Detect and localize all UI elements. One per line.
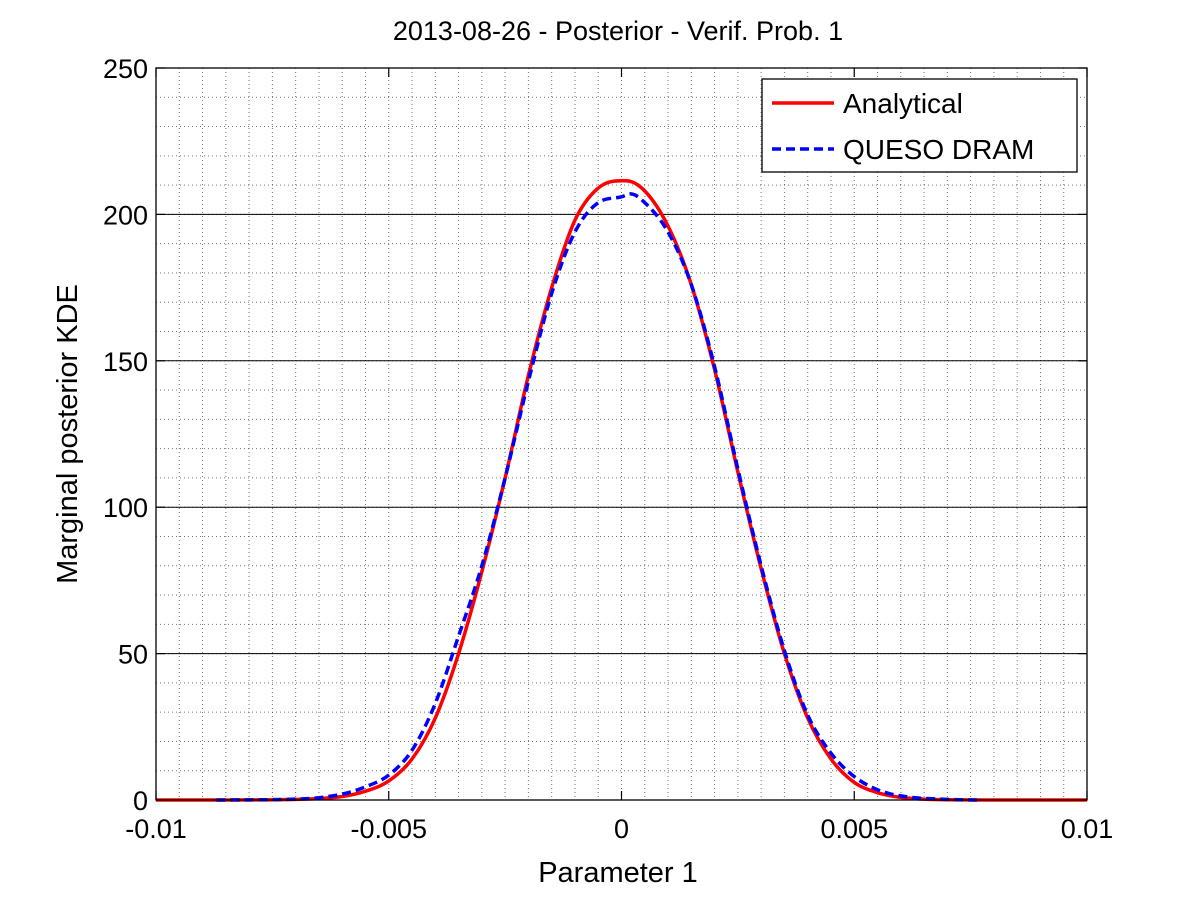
y-tick-label: 250 (103, 54, 148, 84)
x-axis-label: Parameter 1 (538, 857, 698, 889)
major-grid (156, 213, 1087, 655)
x-tick-labels: -0.01 -0.005 0 0.005 0.01 (125, 814, 1113, 844)
x-tick-label: -0.005 (350, 814, 427, 844)
legend-label-analytical: Analytical (843, 88, 963, 119)
series-line-queso-dram (216, 192, 980, 802)
y-tick-label: 100 (103, 493, 148, 523)
legend: Analytical QUESO DRAM (761, 78, 1078, 173)
y-tick-label: 50 (118, 640, 148, 670)
x-tick-label: -0.01 (125, 814, 187, 844)
y-tick-label: 0 (133, 786, 148, 816)
x-tick-label: 0 (614, 814, 629, 844)
y-tick-label: 200 (103, 200, 148, 230)
legend-label-queso-dram: QUESO DRAM (843, 134, 1034, 165)
y-tick-label: 150 (103, 347, 148, 377)
plot-area (156, 68, 1087, 800)
legend-box (761, 78, 1078, 173)
x-tick-label: 0.005 (820, 814, 888, 844)
axis-ticks (155, 67, 1088, 801)
chart-title: 2013-08-26 - Posterior - Verif. Prob. 1 (393, 16, 843, 46)
series-layer (156, 178, 1087, 802)
y-tick-labels: 0 50 100 150 200 250 (103, 54, 148, 816)
x-tick-label: 0.01 (1061, 814, 1114, 844)
y-axis-label: Marginal posterior KDE (52, 284, 84, 584)
series-line-analytical (156, 178, 1087, 802)
